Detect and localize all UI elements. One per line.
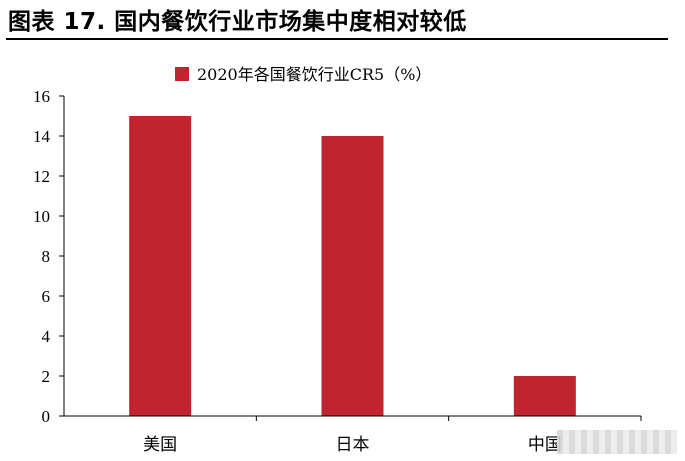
bar	[129, 116, 192, 416]
figure-title: 图表 17. 国内餐饮行业市场集中度相对较低	[8, 9, 467, 35]
legend-swatch	[175, 67, 189, 81]
y-tick-label: 16	[33, 87, 50, 106]
x-category-label: 中国	[528, 435, 562, 455]
bar-series	[129, 116, 576, 416]
y-tick-label: 8	[42, 247, 51, 266]
bar	[321, 136, 384, 416]
x-category-label: 日本	[336, 435, 370, 455]
watermark-blur	[557, 430, 677, 454]
bar	[513, 376, 576, 416]
legend-label: 2020年各国餐饮行业CR5（%）	[197, 65, 431, 84]
y-tick-label: 10	[33, 207, 50, 226]
y-tick-label: 0	[42, 407, 51, 426]
y-tick-label: 4	[42, 327, 51, 346]
title-divider	[6, 38, 668, 40]
x-axis: 美国 日本 中国	[64, 415, 642, 455]
y-tick-label: 12	[33, 167, 50, 186]
y-axis: 0 2 4 6 8 10 12 14 16	[33, 87, 65, 426]
y-tick-label: 2	[42, 367, 51, 386]
y-tick-label: 6	[42, 287, 51, 306]
chart-legend: 2020年各国餐饮行业CR5（%）	[175, 65, 431, 84]
x-category-label: 美国	[143, 435, 177, 455]
y-tick-label: 14	[33, 127, 51, 146]
